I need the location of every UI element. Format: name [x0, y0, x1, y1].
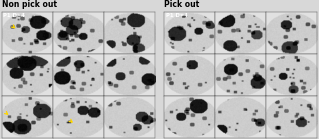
- Text: Non pick out: Non pick out: [2, 0, 56, 9]
- Text: P1 D=4: P1 D=4: [3, 13, 25, 18]
- Text: P1 D=4: P1 D=4: [166, 13, 188, 18]
- Text: Pick out: Pick out: [164, 0, 200, 9]
